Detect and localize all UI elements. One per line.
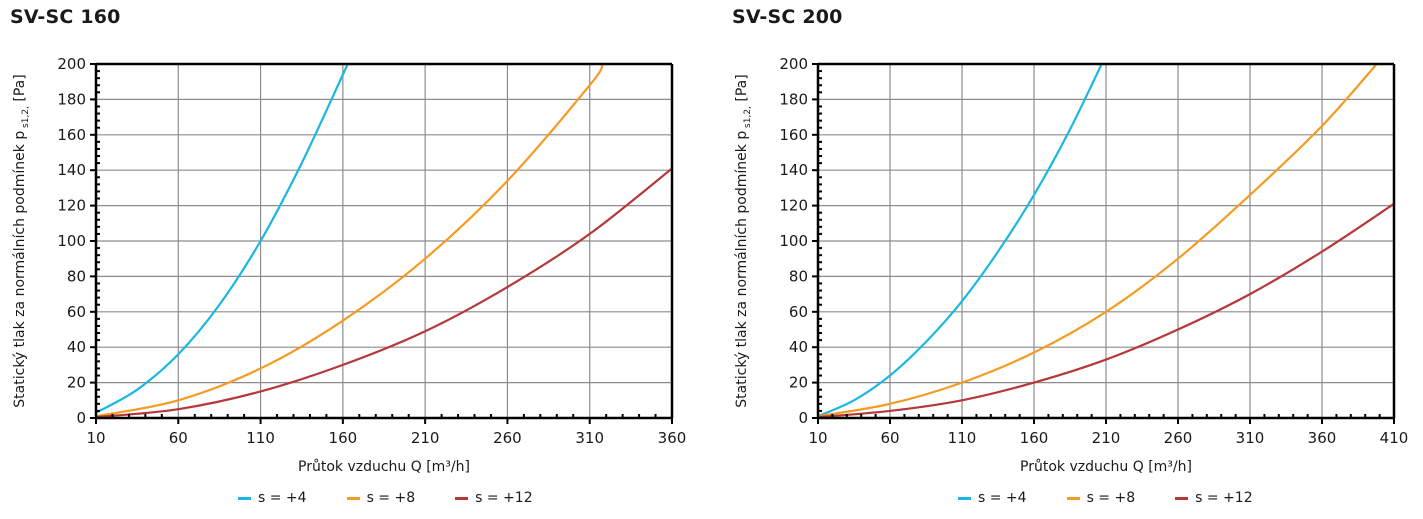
series-line-4 bbox=[818, 64, 1103, 418]
x-tick-label: 10 bbox=[86, 429, 105, 447]
chart-plot: 0 20 40 60 80 100 120 140 160 180 200 10 60 110 160 210… bbox=[12, 55, 687, 475]
y-tick-label: 40 bbox=[67, 338, 86, 356]
y-tick-label: 80 bbox=[789, 267, 808, 285]
series-line-12 bbox=[818, 202, 1394, 418]
x-tick-label: 310 bbox=[575, 429, 604, 447]
legend: s = +4 s = +8 s = +12 bbox=[958, 490, 1253, 506]
y-tick-label: 120 bbox=[779, 197, 808, 215]
legend-swatch bbox=[1175, 496, 1189, 500]
x-tick-label: 210 bbox=[1092, 429, 1121, 447]
x-tick-label: 60 bbox=[880, 429, 899, 447]
y-tick-label: 40 bbox=[789, 338, 808, 356]
legend-item: s = +8 bbox=[346, 490, 416, 506]
x-tick-label: 60 bbox=[169, 429, 188, 447]
legend-label: s = +4 bbox=[258, 490, 307, 506]
y-tick-label: 160 bbox=[779, 126, 808, 144]
y-tick-label: 100 bbox=[779, 232, 808, 250]
legend-item: s = +12 bbox=[1175, 490, 1253, 506]
x-tick-label: 210 bbox=[411, 429, 440, 447]
x-tick-label: 160 bbox=[1020, 429, 1049, 447]
legend-swatch bbox=[958, 496, 971, 500]
legend-item: s = +4 bbox=[958, 490, 1027, 506]
y-tick-label: 200 bbox=[779, 55, 808, 73]
series-line-4 bbox=[96, 64, 349, 414]
legend-label: s = +4 bbox=[978, 490, 1027, 506]
y-tick-label: 80 bbox=[67, 267, 86, 285]
legend-item: s = +12 bbox=[455, 490, 533, 506]
chart-panel-sv-sc-200: SV-SC 200 0 20 40 60 80 100 120 140 160 180 200 10 6… bbox=[722, 0, 1423, 519]
x-axis-label: Průtok vzduchu Q [m³/h] bbox=[298, 459, 470, 475]
legend-swatch bbox=[238, 496, 251, 500]
x-tick-label: 10 bbox=[808, 429, 827, 447]
y-tick-label: 120 bbox=[57, 197, 86, 215]
x-tick-label: 360 bbox=[658, 429, 687, 447]
y-tick-label: 140 bbox=[779, 161, 808, 179]
x-tick-label: 360 bbox=[1308, 429, 1337, 447]
x-tick-label: 260 bbox=[493, 429, 522, 447]
series-line-12 bbox=[96, 167, 672, 418]
legend-label: s = +12 bbox=[1195, 490, 1253, 506]
legend-swatch bbox=[346, 496, 360, 500]
legend-label: s = +12 bbox=[475, 490, 533, 506]
y-tick-label: 180 bbox=[57, 90, 86, 108]
y-tick-label: 60 bbox=[67, 303, 86, 321]
chart-title: SV-SC 200 bbox=[732, 6, 843, 28]
chart-plot: 0 20 40 60 80 100 120 140 160 180 200 10 60 110 160 210… bbox=[734, 55, 1409, 475]
y-tick-label: 100 bbox=[57, 232, 86, 250]
x-tick-label: 310 bbox=[1236, 429, 1265, 447]
y-tick-label: 160 bbox=[57, 126, 86, 144]
y-axis-label: Statický tlak za normálních podmínek p s… bbox=[12, 74, 31, 407]
series-line-8 bbox=[818, 64, 1378, 418]
x-axis-label: Průtok vzduchu Q [m³/h] bbox=[1020, 459, 1192, 475]
y-tick-label: 20 bbox=[67, 374, 86, 392]
legend-swatch bbox=[455, 496, 469, 500]
legend-label: s = +8 bbox=[366, 490, 416, 506]
chart-title: SV-SC 160 bbox=[10, 6, 121, 28]
x-tick-label: 410 bbox=[1380, 429, 1409, 447]
y-tick-label: 0 bbox=[798, 409, 808, 427]
x-tick-label: 160 bbox=[329, 429, 358, 447]
legend-swatch bbox=[1066, 496, 1080, 500]
legend-item: s = +8 bbox=[1066, 490, 1136, 506]
y-tick-label: 0 bbox=[76, 409, 86, 427]
y-tick-label: 180 bbox=[779, 90, 808, 108]
x-tick-label: 260 bbox=[1164, 429, 1193, 447]
series-line-8 bbox=[96, 64, 604, 418]
x-tick-label: 110 bbox=[948, 429, 977, 447]
legend: s = +4 s = +8 s = +12 bbox=[238, 490, 533, 506]
y-tick-label: 60 bbox=[789, 303, 808, 321]
legend-item: s = +4 bbox=[238, 490, 307, 506]
y-tick-label: 20 bbox=[789, 374, 808, 392]
legend-label: s = +8 bbox=[1086, 490, 1136, 506]
x-tick-label: 110 bbox=[246, 429, 275, 447]
y-tick-label: 200 bbox=[57, 55, 86, 73]
chart-panel-sv-sc-160: SV-SC 160 0 20 40 60 80 100 120 140 160 180 200 10 6… bbox=[10, 6, 687, 506]
y-tick-label: 140 bbox=[57, 161, 86, 179]
y-axis-label: Statický tlak za normálních podmínek p s… bbox=[734, 74, 753, 407]
